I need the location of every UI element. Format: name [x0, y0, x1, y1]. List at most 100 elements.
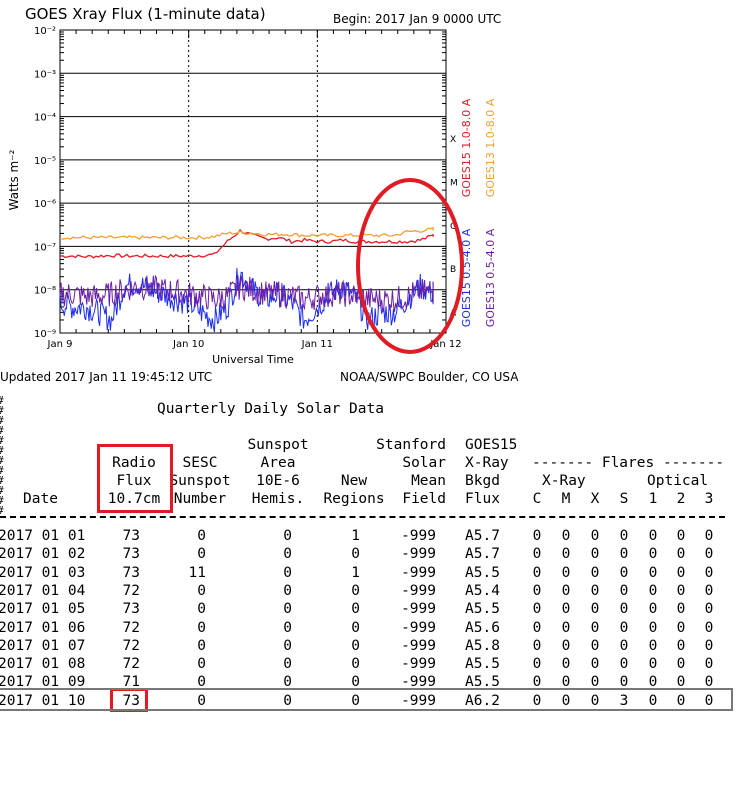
row-cell: 0 [704, 692, 714, 709]
x-tick-label: Jan 9 [47, 339, 73, 350]
row-cell: 0 [619, 656, 629, 673]
row-cell: 0 [704, 564, 714, 581]
row-cell: 0 [676, 601, 686, 618]
x-tick-label: Jan 10 [172, 339, 204, 350]
row-cell: 0 [704, 637, 714, 654]
row-cell: A5.5 [465, 601, 500, 618]
row-cell: 0 [676, 564, 686, 581]
row-cell: 1 [351, 564, 360, 581]
row-cell: -999 [401, 564, 436, 581]
row-cell: 72 [122, 637, 140, 654]
y-tick-label: 10⁻⁷ [34, 242, 56, 253]
header-m: M [561, 491, 571, 507]
row-cell: 0 [351, 619, 360, 636]
row-cell: 0 [561, 546, 571, 563]
row-date: 2017 01 09 [0, 674, 86, 691]
row-cell: 0 [648, 601, 658, 618]
row-cell: 0 [283, 692, 292, 709]
row-cell: 0 [561, 528, 571, 544]
table-row: 2017 01 10 73 0 0 0 -999 A6.2 0 0 0 3 0 0 0 [0, 692, 750, 710]
row-cell: -999 [401, 619, 436, 636]
header-radio-2: Flux [116, 473, 152, 489]
row-cell: 73 [122, 564, 140, 581]
table-row: 2017 01 07 72 0 0 0 -999 A5.8 0 0 0 0 0 0 0 [0, 637, 750, 655]
row-cell: 0 [590, 637, 600, 654]
plot-frame [59, 29, 447, 334]
row-cell: -999 [401, 656, 436, 673]
row-cell: 0 [532, 546, 542, 563]
row-cell: 0 [590, 564, 600, 581]
row-cell: 11 [188, 564, 206, 581]
row-cell: 0 [283, 528, 292, 544]
row-date: 2017 01 05 [0, 601, 86, 618]
row-cell: 0 [619, 637, 629, 654]
row-cell: 72 [122, 656, 140, 673]
header-stanford-3: Mean [411, 473, 446, 489]
row-date: 2017 01 02 [0, 546, 86, 563]
row-cell: 0 [590, 546, 600, 563]
row-cell: 0 [676, 582, 686, 599]
row-cell: 0 [197, 546, 206, 563]
row-cell: -999 [401, 546, 436, 563]
header-o1: 1 [648, 491, 658, 507]
row-cell: 0 [590, 656, 600, 673]
row-cell: 0 [590, 528, 600, 544]
legend-goes15-long: GOES15 1.0-8.0 A [460, 98, 473, 197]
header-sesc-2: Sunspot [169, 473, 231, 489]
row-cell: 0 [704, 582, 714, 599]
row-cell: 0 [590, 582, 600, 599]
row-cell: -999 [401, 674, 436, 691]
row-cell: -999 [401, 601, 436, 618]
row-cell: -999 [401, 582, 436, 599]
row-cell: 0 [704, 656, 714, 673]
row-cell: 0 [590, 601, 600, 618]
series-line-3 [59, 274, 434, 313]
row-cell: 0 [532, 601, 542, 618]
row-date: 2017 01 10 [0, 692, 86, 709]
row-cell: A5.7 [465, 528, 500, 544]
row-cell: A5.5 [465, 674, 500, 691]
row-cell: 0 [704, 546, 714, 563]
row-cell: 0 [704, 674, 714, 691]
row-cell: 0 [561, 637, 571, 654]
row-cell: 0 [676, 546, 686, 563]
row-cell: 71 [122, 674, 140, 691]
header-date: Date [23, 491, 58, 507]
header-flares: ------- Flares ------- [532, 455, 725, 471]
xray-flux-chart: GOES Xray Flux (1-minute data) Begin: 20… [0, 5, 519, 384]
row-cell: 0 [351, 674, 360, 691]
row-cell: 0 [561, 601, 571, 618]
row-cell: 0 [676, 656, 686, 673]
row-cell: 0 [561, 656, 571, 673]
row-cell: 0 [197, 656, 206, 673]
header-new-2: Regions [323, 491, 385, 507]
row-cell: 0 [351, 692, 360, 709]
row-cell: 1 [351, 528, 360, 544]
header-optical: Optical [647, 473, 709, 489]
row-cell: 0 [197, 528, 206, 544]
header-o2: 2 [676, 491, 686, 507]
header-stanford-4: Field [402, 491, 446, 507]
row-cell: 0 [619, 564, 629, 581]
header-radio-3: 10.7cm [107, 491, 161, 507]
row-cell: 0 [648, 619, 658, 636]
row-cell: 72 [122, 619, 140, 636]
row-cell: A5.4 [465, 582, 500, 599]
row-cell: 0 [351, 656, 360, 673]
row-cell: 0 [283, 601, 292, 618]
row-date: 2017 01 04 [0, 582, 86, 599]
row-cell: 0 [704, 619, 714, 636]
y-tick-label: 10⁻² [34, 26, 56, 37]
row-cell: 0 [561, 619, 571, 636]
row-cell: 0 [590, 619, 600, 636]
row-cell: 0 [676, 528, 686, 544]
row-cell: 0 [561, 692, 571, 709]
row-cell: 0 [283, 619, 292, 636]
row-cell: 0 [283, 564, 292, 581]
row-cell: 0 [197, 692, 206, 709]
row-cell: 0 [561, 564, 571, 581]
row-date: 2017 01 03 [0, 564, 86, 581]
row-cell: 0 [676, 619, 686, 636]
header-area-1: Sunspot [247, 437, 309, 453]
row-cell: 0 [283, 546, 292, 563]
